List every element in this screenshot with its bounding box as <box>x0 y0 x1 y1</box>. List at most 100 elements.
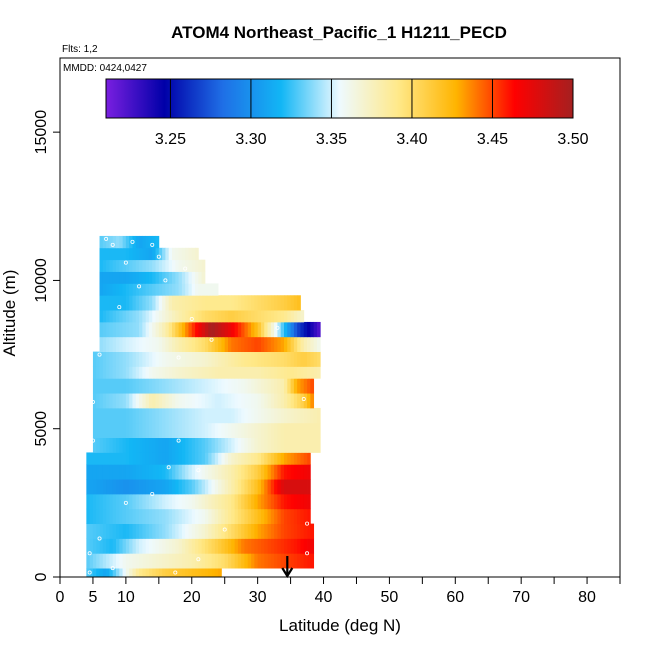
heatmap-cell <box>211 351 216 367</box>
heatmap-cell <box>198 479 203 495</box>
heatmap-cell <box>158 523 163 539</box>
heatmap-cell <box>188 523 193 539</box>
heatmap-cell <box>307 366 311 379</box>
heatmap-cell <box>112 553 117 569</box>
heatmap-cell <box>132 452 137 465</box>
heatmap-cell <box>181 464 186 480</box>
heatmap-cell <box>145 422 150 439</box>
heatmap-cell <box>178 378 183 394</box>
heatmap-cell <box>112 366 117 379</box>
heatmap-cell <box>191 452 196 465</box>
heatmap-cell <box>204 464 209 480</box>
heatmap-cell <box>267 493 272 510</box>
heatmap-cell <box>165 321 170 338</box>
heatmap-cell <box>135 336 140 353</box>
heatmap-cell <box>293 407 298 424</box>
heatmap-cell <box>195 366 199 379</box>
heatmap-cell <box>195 283 199 296</box>
heatmap-cell <box>218 366 222 379</box>
heatmap-cell <box>293 437 298 453</box>
heatmap-cell <box>211 452 216 465</box>
heatmap-cell <box>195 247 199 261</box>
heatmap-cell <box>198 351 203 367</box>
heatmap-cell <box>303 553 308 569</box>
heatmap-cell <box>234 464 239 480</box>
heatmap-cell <box>293 295 298 311</box>
sample-point <box>117 305 122 310</box>
sample-point <box>90 400 95 405</box>
heatmap-cell <box>86 493 91 510</box>
heatmap-cell <box>175 479 179 495</box>
heatmap-cell <box>155 493 160 510</box>
heatmap-cell <box>307 508 311 525</box>
heatmap-cell <box>132 351 137 367</box>
heatmap-cell <box>290 393 295 409</box>
heatmap-cell <box>132 538 137 554</box>
colorbar-tick-label: 3.40 <box>396 131 427 148</box>
heatmap-cell <box>178 523 183 539</box>
heatmap-cell <box>125 422 130 439</box>
heatmap-cell <box>284 393 288 409</box>
heatmap-cell <box>284 295 288 311</box>
heatmap-cell <box>122 366 127 379</box>
heatmap-cell <box>234 523 239 539</box>
heatmap-cell <box>221 321 226 338</box>
heatmap-cell <box>277 523 282 539</box>
heatmap-cell <box>195 321 199 338</box>
heatmap-cell <box>132 553 137 569</box>
heatmap-cell <box>125 366 130 379</box>
heatmap-cell <box>96 437 100 453</box>
heatmap-cell <box>274 310 278 323</box>
heatmap-cell <box>135 378 140 394</box>
heatmap-cell <box>102 336 107 353</box>
heatmap-cell <box>257 437 262 453</box>
heatmap-cell <box>109 259 114 272</box>
heatmap-cell <box>274 422 278 439</box>
heatmap-cell <box>257 295 262 311</box>
heatmap-cell <box>148 310 153 323</box>
heatmap-cell <box>178 479 183 495</box>
heatmap-cell <box>237 351 242 367</box>
heatmap-cell <box>148 235 153 249</box>
heatmap-cell <box>214 422 219 439</box>
heatmap-cell <box>142 437 147 453</box>
heatmap-cell <box>162 310 166 323</box>
heatmap-cell <box>254 538 259 554</box>
heatmap-cell <box>178 336 183 353</box>
heatmap-cell <box>300 437 305 453</box>
heatmap-cell <box>307 321 311 338</box>
heatmap-cell <box>172 271 176 284</box>
heatmap-cell <box>284 523 288 539</box>
heatmap-cell <box>109 407 114 424</box>
heatmap-cell <box>168 336 173 353</box>
heatmap-cell <box>221 310 226 323</box>
heatmap-cell <box>198 538 203 554</box>
heatmap-cell <box>264 437 268 453</box>
heatmap-cell <box>237 393 242 409</box>
heatmap-cell <box>188 407 193 424</box>
heatmap-cell <box>297 366 301 379</box>
heatmap-cell <box>204 553 209 569</box>
heatmap-cell <box>297 508 301 525</box>
heatmap-cell <box>185 493 189 510</box>
heatmap-cell <box>257 553 262 569</box>
heatmap-cell <box>188 336 193 353</box>
heatmap-cell <box>231 422 235 439</box>
heatmap-cell <box>191 479 196 495</box>
heatmap-cell <box>148 393 153 409</box>
heatmap-cell <box>267 538 272 554</box>
heatmap-cell <box>214 523 219 539</box>
heatmap-cell <box>214 321 219 338</box>
heatmap-cell <box>99 259 104 272</box>
heatmap-cell <box>175 310 179 323</box>
heatmap-cell <box>191 538 196 554</box>
heatmap-cell <box>198 508 203 525</box>
heatmap-cell <box>132 378 137 394</box>
heatmap-cell <box>231 538 235 554</box>
heatmap-cell <box>267 351 272 367</box>
heatmap-cell <box>139 351 143 367</box>
heatmap-cell <box>116 538 120 554</box>
heatmap-cell <box>132 336 137 353</box>
heatmap-cell <box>145 437 150 453</box>
heatmap-cell <box>218 310 222 323</box>
